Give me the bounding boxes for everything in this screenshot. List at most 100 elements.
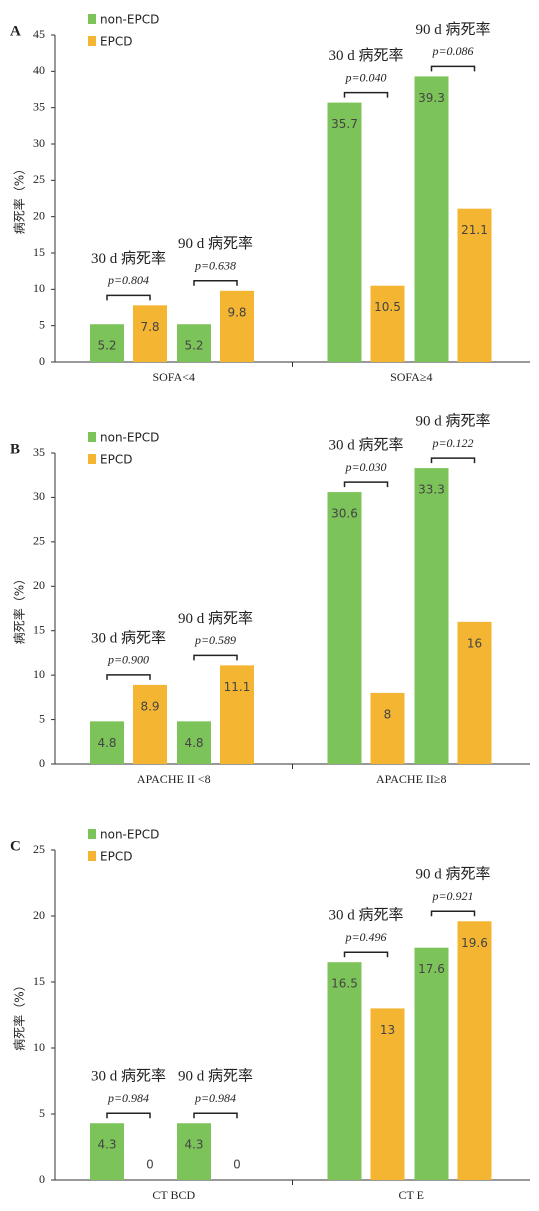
period-label: 30 d 病死率 <box>91 629 166 646</box>
bracket <box>343 91 389 98</box>
bracket <box>106 674 151 680</box>
value-label: 17.6 <box>418 962 445 976</box>
p-value: p=0.638 <box>194 259 236 273</box>
value-label: 4.3 <box>97 1138 116 1152</box>
value-label: 30.6 <box>331 507 358 521</box>
period-label: 30 d 病死率 <box>328 907 403 924</box>
period-label: 30 d 病死率 <box>91 1068 166 1085</box>
bar <box>327 492 362 764</box>
x-tick-label: CT BCD <box>152 1188 195 1202</box>
bracket <box>430 910 476 917</box>
value-label: 11.1 <box>224 680 251 694</box>
bracket <box>343 951 389 958</box>
legend-label: EPCD <box>100 850 132 864</box>
bar <box>370 692 405 764</box>
y-tick-label: 45 <box>33 27 45 41</box>
value-label: 13 <box>380 1023 395 1037</box>
panel-label: A <box>10 23 21 39</box>
y-tick-label: 10 <box>33 667 45 681</box>
y-tick-label: 20 <box>33 208 45 222</box>
period-label: 90 d 病死率 <box>415 21 490 38</box>
value-label: 21.1 <box>461 223 488 237</box>
legend-label: non-EPCD <box>100 13 159 27</box>
y-axis-label: 病死率（%） <box>12 573 27 644</box>
bar <box>133 305 167 362</box>
value-label: 5.2 <box>97 339 116 353</box>
y-tick-label: 0 <box>39 1172 45 1186</box>
period-label: 30 d 病死率 <box>91 250 166 267</box>
p-value: p=0.086 <box>431 44 473 58</box>
value-label: 4.8 <box>184 736 203 750</box>
value-label: 8.9 <box>140 699 159 713</box>
x-tick-label: CT E <box>399 1188 424 1202</box>
y-tick-label: 15 <box>33 974 45 988</box>
y-axis-label: 病死率（%） <box>12 979 27 1050</box>
bracket <box>343 481 389 488</box>
legend-label: EPCD <box>100 35 132 49</box>
legend-swatch <box>88 454 96 464</box>
p-value: p=0.496 <box>344 930 386 944</box>
p-value: p=0.984 <box>194 1091 236 1105</box>
bracket <box>106 294 151 301</box>
y-axis-label: 病死率（%） <box>12 163 27 234</box>
y-tick-label: 20 <box>33 578 45 592</box>
bar <box>370 285 405 362</box>
legend-label: non-EPCD <box>100 828 159 842</box>
value-label: 16.5 <box>331 977 358 991</box>
y-tick-label: 40 <box>33 63 45 77</box>
bar <box>414 468 449 764</box>
value-label: 4.3 <box>184 1138 203 1152</box>
p-value: p=0.030 <box>344 460 386 474</box>
x-tick-label: APACHE II≥8 <box>376 772 446 786</box>
bar <box>220 665 254 764</box>
value-label: 0 <box>233 1158 241 1172</box>
y-tick-label: 30 <box>33 489 45 503</box>
y-tick-label: 25 <box>33 172 45 186</box>
y-tick-label: 30 <box>33 136 45 150</box>
bar <box>90 1123 124 1180</box>
y-tick-label: 5 <box>39 317 45 331</box>
period-label: 30 d 病死率 <box>328 437 403 454</box>
legend-label: EPCD <box>100 453 132 467</box>
period-label: 90 d 病死率 <box>415 866 490 883</box>
legend-label: non-EPCD <box>100 431 159 445</box>
bar <box>370 1008 405 1180</box>
y-tick-label: 25 <box>33 842 45 856</box>
x-tick-label: SOFA<4 <box>152 370 195 384</box>
legend-swatch <box>88 36 96 46</box>
legend-swatch <box>88 851 96 861</box>
y-tick-label: 5 <box>39 711 45 725</box>
bar <box>457 621 492 764</box>
bracket <box>193 654 238 661</box>
p-value: p=0.122 <box>431 436 473 450</box>
value-label: 16 <box>467 636 482 650</box>
p-value: p=0.040 <box>344 70 386 84</box>
bar <box>177 721 211 764</box>
bar <box>457 921 492 1180</box>
y-tick-label: 0 <box>39 756 45 770</box>
bar <box>220 290 254 362</box>
y-tick-label: 0 <box>39 354 45 368</box>
value-label: 5.2 <box>184 339 203 353</box>
bar <box>90 324 124 362</box>
bar <box>414 76 449 363</box>
bar <box>457 208 492 362</box>
x-tick-label: APACHE II <8 <box>137 772 211 786</box>
period-label: 30 d 病死率 <box>328 47 403 64</box>
bracket <box>193 1112 238 1119</box>
value-label: 35.7 <box>331 117 358 131</box>
value-label: 8 <box>384 707 392 721</box>
bar <box>327 102 362 362</box>
p-value: p=0.984 <box>107 1091 149 1105</box>
p-value: p=0.804 <box>107 273 149 287</box>
legend-swatch <box>88 432 96 442</box>
bracket <box>193 280 238 286</box>
panel-label: C <box>10 838 21 854</box>
period-label: 90 d 病死率 <box>178 235 253 252</box>
y-tick-label: 20 <box>33 908 45 922</box>
legend-swatch <box>88 14 96 24</box>
bar <box>177 324 211 362</box>
y-tick-label: 35 <box>33 99 45 113</box>
bar <box>327 962 362 1180</box>
